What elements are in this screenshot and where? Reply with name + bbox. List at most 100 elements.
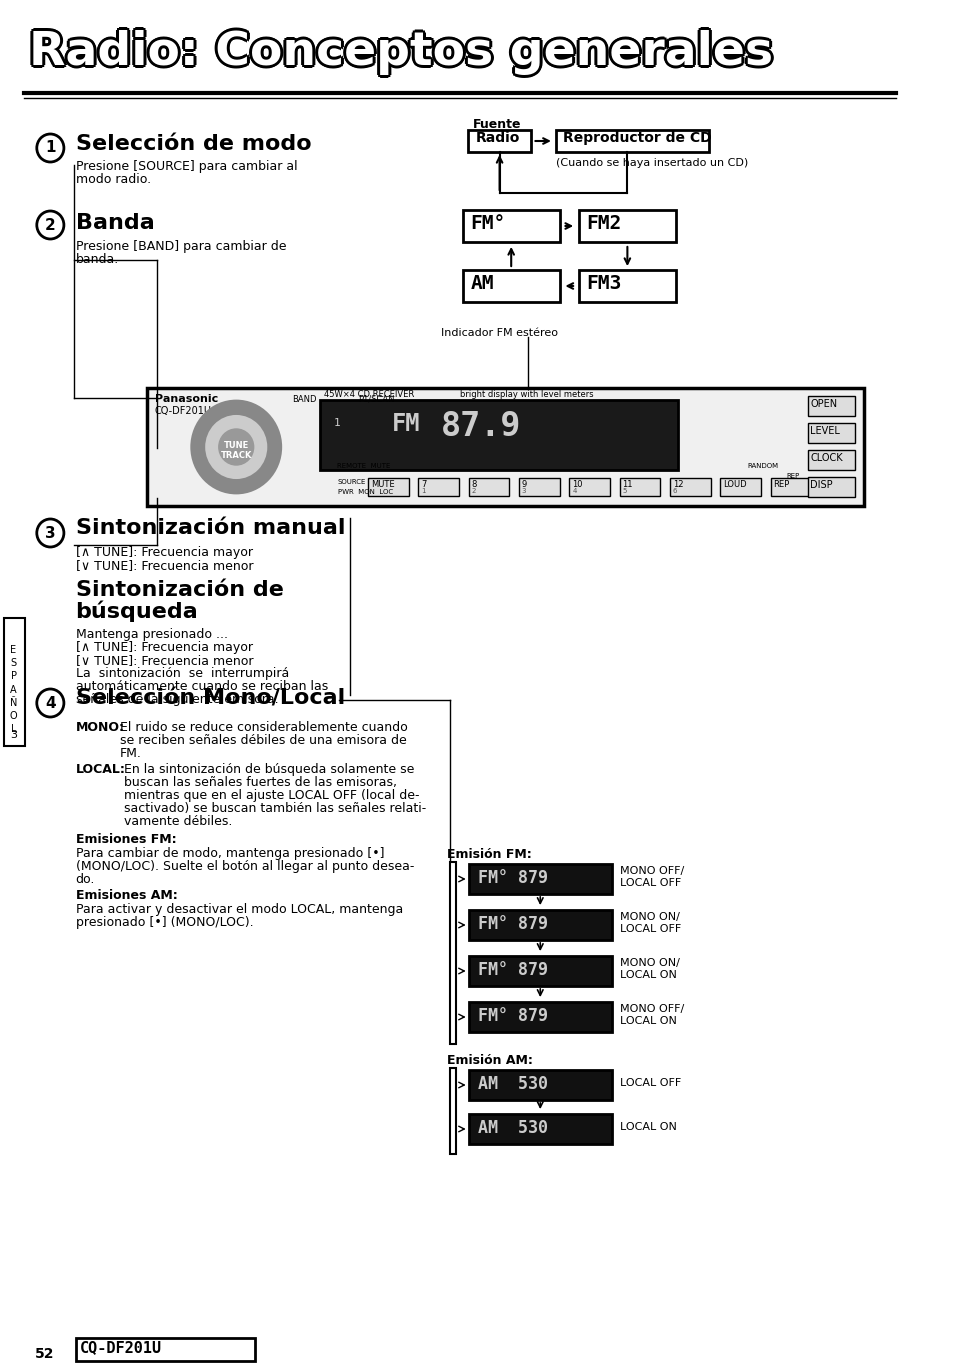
Bar [450, 1068, 456, 1154]
Text: Radio: Conceptos generales: Radio: Conceptos generales [27, 27, 770, 72]
Text: 10: 10 [572, 479, 582, 489]
Text: 1: 1 [334, 418, 340, 428]
Bar [462, 270, 559, 302]
Text: AM  530: AM 530 [477, 1075, 548, 1093]
Text: modo radio.: modo radio. [75, 173, 151, 186]
Circle shape [192, 402, 280, 493]
Text: LOUD: LOUD [722, 479, 746, 489]
Text: AM: AM [470, 275, 494, 292]
Text: Radio: Conceptos generales: Radio: Conceptos generales [27, 30, 770, 75]
Text: Selección Mono/Local: Selección Mono/Local [75, 688, 344, 708]
Text: RANDOM: RANDOM [746, 463, 778, 469]
Text: PWR  MON  LOC: PWR MON LOC [337, 489, 393, 494]
Bar [417, 478, 458, 496]
Bar [450, 862, 456, 1044]
Bar [467, 130, 530, 152]
Text: Indicador FM estéreo: Indicador FM estéreo [440, 328, 557, 337]
Bar [669, 478, 710, 496]
Text: LOCAL ON: LOCAL ON [619, 970, 676, 979]
Text: Radio: Conceptos generales: Radio: Conceptos generales [29, 31, 772, 76]
Text: MONO OFF/: MONO OFF/ [619, 1004, 683, 1014]
Text: (MONO/LOC). Suelte el botón al llegar al punto desea-: (MONO/LOC). Suelte el botón al llegar al… [75, 861, 414, 873]
Bar [75, 1339, 254, 1361]
Text: Radio: Conceptos generales: Radio: Conceptos generales [29, 30, 772, 75]
Bar [319, 400, 677, 470]
Text: 1: 1 [420, 488, 425, 494]
Text: FM° 879: FM° 879 [477, 1007, 548, 1024]
Bar [619, 478, 659, 496]
Bar [462, 210, 559, 242]
Text: Radio: Conceptos generales: Radio: Conceptos generales [31, 30, 775, 75]
Text: REP: REP [785, 473, 799, 479]
Text: banda.: banda. [75, 253, 118, 266]
Text: 5: 5 [622, 488, 626, 494]
Text: 4: 4 [572, 488, 576, 494]
Text: Panasonic: Panasonic [154, 393, 218, 404]
Text: bright display with level meters: bright display with level meters [459, 391, 593, 399]
Text: Radio: Conceptos generales: Radio: Conceptos generales [30, 27, 774, 72]
Text: MONO OFF/: MONO OFF/ [619, 866, 683, 876]
Text: do.: do. [75, 873, 94, 887]
Text: Radio: Conceptos generales: Radio: Conceptos generales [27, 31, 770, 76]
Text: REMOTE  MUTE: REMOTE MUTE [336, 463, 390, 469]
Text: MUTE: MUTE [371, 479, 394, 489]
Text: Radio: Conceptos generales: Radio: Conceptos generales [29, 27, 772, 72]
Bar [4, 617, 25, 746]
Bar [468, 865, 611, 893]
Bar [569, 478, 609, 496]
Circle shape [206, 417, 266, 478]
Text: 3: 3 [45, 526, 55, 541]
Text: CLOCK: CLOCK [809, 454, 842, 463]
Text: sactivado) se buscan también las señales relati-: sactivado) se buscan también las señales… [124, 802, 426, 816]
Bar [720, 478, 760, 496]
Text: Radio: Conceptos generales: Radio: Conceptos generales [29, 33, 772, 78]
Bar [807, 477, 854, 497]
Bar [468, 910, 611, 940]
Text: BAND: BAND [292, 395, 316, 404]
Text: 87.9: 87.9 [440, 410, 520, 443]
Text: buscan las señales fuertes de las emisoras,: buscan las señales fuertes de las emisor… [124, 776, 396, 790]
Text: FM°: FM° [470, 214, 505, 234]
Text: Radio: Conceptos generales: Radio: Conceptos generales [26, 30, 769, 75]
Bar [518, 478, 559, 496]
Text: REP: REP [773, 479, 789, 489]
Bar [468, 1115, 611, 1143]
Bar [468, 956, 611, 986]
Text: Reproductor de CD: Reproductor de CD [563, 131, 711, 145]
Bar [468, 1070, 611, 1100]
Bar [807, 423, 854, 443]
Bar [807, 449, 854, 470]
Text: 3: 3 [521, 488, 526, 494]
Text: Fuente: Fuente [472, 117, 520, 131]
Text: Emisiones AM:: Emisiones AM: [75, 889, 177, 902]
Text: Radio: Radio [475, 131, 519, 145]
Text: [∨ TUNE]: Frecuencia menor: [∨ TUNE]: Frecuencia menor [75, 654, 253, 667]
Text: DISP: DISP [809, 479, 832, 490]
Bar [368, 478, 408, 496]
Text: Presione [BAND] para cambiar de: Presione [BAND] para cambiar de [75, 240, 286, 253]
Text: 1: 1 [45, 141, 55, 156]
Bar [770, 478, 810, 496]
Text: 4: 4 [45, 695, 55, 710]
Text: La  sintonización  se  interrumpirá: La sintonización se interrumpirá [75, 667, 289, 680]
Bar [578, 270, 675, 302]
Bar [468, 1003, 611, 1031]
Text: Emisiones FM:: Emisiones FM: [75, 833, 176, 846]
Text: Radio: Conceptos generales: Radio: Conceptos generales [29, 27, 772, 72]
Text: Mantenga presionado ...: Mantenga presionado ... [75, 628, 227, 641]
Text: LOCAL:: LOCAL: [75, 764, 125, 776]
Text: MONO ON/: MONO ON/ [619, 958, 679, 968]
Text: LOCAL OFF: LOCAL OFF [619, 1078, 680, 1087]
Text: [∨ TUNE]: Frecuencia menor: [∨ TUNE]: Frecuencia menor [75, 559, 253, 572]
Text: señales de la siguiente emisora.: señales de la siguiente emisora. [75, 693, 278, 706]
Text: MONO:: MONO: [75, 721, 125, 734]
Text: 45W×4 CD RECEIVER: 45W×4 CD RECEIVER [324, 391, 415, 399]
Text: Emisión FM:: Emisión FM: [447, 848, 532, 861]
Text: E
S
P
A
Ñ
O
L: E S P A Ñ O L [10, 645, 17, 734]
Text: LOCAL OFF: LOCAL OFF [619, 878, 680, 888]
Text: OPEN: OPEN [809, 399, 837, 408]
Text: FM2: FM2 [586, 214, 621, 234]
Text: automáticamente cuando se reciban las: automáticamente cuando se reciban las [75, 680, 328, 693]
Text: Emisión AM:: Emisión AM: [447, 1055, 533, 1067]
Text: 9: 9 [521, 479, 527, 489]
